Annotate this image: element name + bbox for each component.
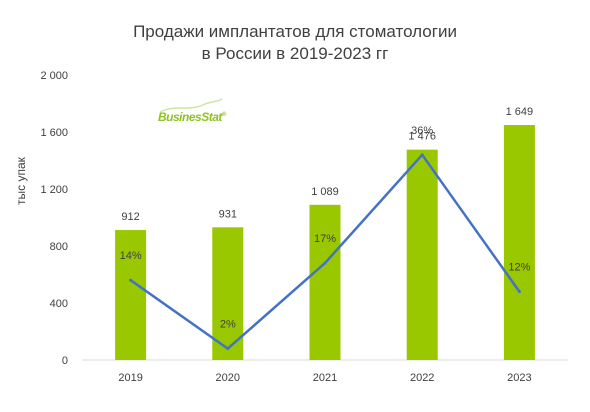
y-tick-label: 800 — [50, 241, 68, 253]
line-data-label: 12% — [508, 262, 530, 274]
bar-data-label: 912 — [121, 211, 139, 223]
logo-swoosh-icon — [159, 98, 223, 113]
x-tick-label: 2023 — [507, 372, 531, 384]
bar-data-label: 1 476 — [408, 131, 436, 143]
y-tick-label: 2 000 — [40, 70, 68, 82]
bar — [406, 149, 438, 360]
y-tick-label: 1 600 — [40, 127, 68, 139]
x-tick-label: 2019 — [118, 372, 142, 384]
line-data-label: 36% — [411, 125, 433, 137]
logo-text: BusinesStat® — [158, 110, 226, 124]
line-point — [323, 261, 327, 265]
y-tick-label: 1 200 — [40, 184, 68, 196]
chart-title-line-2: в России в 2019-2023 гг — [201, 44, 389, 63]
bar-data-label: 1 089 — [311, 186, 339, 198]
bar — [115, 230, 147, 360]
x-tick-label: 2021 — [313, 372, 337, 384]
line-point — [129, 278, 133, 282]
line-point — [420, 153, 424, 157]
businesstat-logo: BusinesStat® — [150, 98, 240, 128]
x-tick-label: 2020 — [216, 372, 240, 384]
bar — [503, 125, 535, 360]
y-tick-label: 400 — [50, 298, 68, 310]
line-point — [226, 347, 230, 351]
x-tick-label: 2022 — [410, 372, 434, 384]
chart-title-line-1: Продажи имплантатов для стоматологии — [133, 22, 457, 41]
line-data-label: 2% — [220, 319, 236, 331]
bar — [309, 204, 341, 360]
bar-data-label: 931 — [219, 208, 237, 220]
y-tick-label: 0 — [62, 355, 68, 367]
line-data-label: 14% — [120, 250, 142, 262]
bar-data-label: 1 649 — [506, 106, 534, 118]
line-point — [517, 290, 521, 294]
line-data-label: 17% — [314, 233, 336, 245]
